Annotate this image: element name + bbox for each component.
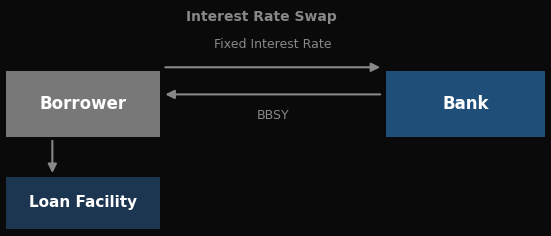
Text: BBSY: BBSY [256, 109, 289, 122]
Text: Loan Facility: Loan Facility [29, 195, 137, 211]
FancyBboxPatch shape [386, 71, 545, 137]
FancyBboxPatch shape [6, 177, 160, 229]
Text: Interest Rate Swap: Interest Rate Swap [186, 9, 337, 24]
Text: Borrower: Borrower [39, 95, 126, 113]
FancyBboxPatch shape [6, 71, 160, 137]
Text: Bank: Bank [442, 95, 489, 113]
Text: Fixed Interest Rate: Fixed Interest Rate [214, 38, 332, 51]
